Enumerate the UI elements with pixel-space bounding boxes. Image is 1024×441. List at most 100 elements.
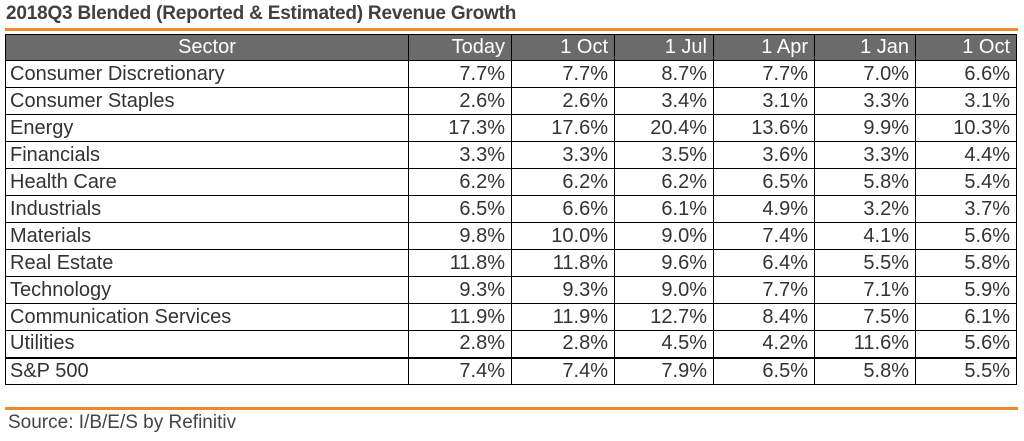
- table-row: Materials 9.8% 10.0% 9.0% 7.4% 4.1% 5.6%: [5, 222, 1017, 250]
- value-cell: 3.1%: [915, 87, 1017, 115]
- value-cell: 7.4%: [713, 222, 815, 250]
- value-cell: 7.4%: [511, 356, 615, 385]
- value-cell: 10.0%: [511, 222, 615, 250]
- value-cell: 8.4%: [713, 303, 815, 331]
- table-row: Consumer Staples 2.6% 2.6% 3.4% 3.1% 3.3% 3.1%: [5, 87, 1017, 115]
- value-cell: 3.3%: [814, 141, 916, 169]
- value-cell: 6.6%: [915, 60, 1017, 88]
- value-cell: 5.5%: [814, 249, 916, 277]
- table-row: Utilities 2.8% 2.8% 4.5% 4.2% 11.6% 5.6%: [5, 330, 1017, 358]
- value-cell: 9.3%: [408, 276, 512, 304]
- value-cell: 4.5%: [614, 330, 714, 358]
- column-header: 1 Oct: [511, 34, 615, 61]
- value-cell: 5.8%: [814, 168, 916, 196]
- value-cell: 5.9%: [915, 276, 1017, 304]
- sector-label: Materials: [5, 222, 409, 250]
- value-cell: 2.8%: [511, 330, 615, 358]
- table-row: Energy 17.3% 17.6% 20.4% 13.6% 9.9% 10.3%: [5, 114, 1017, 142]
- table-row: Technology 9.3% 9.3% 9.0% 7.7% 7.1% 5.9%: [5, 276, 1017, 304]
- value-cell: 5.8%: [814, 356, 916, 385]
- value-cell: 17.3%: [408, 114, 512, 142]
- sector-label: S&P 500: [5, 356, 409, 385]
- sector-label: Financials: [5, 141, 409, 169]
- table-row: Consumer Discretionary 7.7% 7.7% 8.7% 7.7% 7.…: [5, 60, 1017, 88]
- column-header: Sector: [5, 34, 409, 61]
- table-row: Real Estate 11.8% 11.8% 9.6% 6.4% 5.5% 5.8%: [5, 249, 1017, 277]
- value-cell: 3.6%: [713, 141, 815, 169]
- column-header: 1 Apr: [713, 34, 815, 61]
- value-cell: 7.4%: [408, 356, 512, 385]
- value-cell: 6.2%: [408, 168, 512, 196]
- table-row: S&P 500 7.4% 7.4% 7.9% 6.5% 5.8% 5.5%: [5, 356, 1017, 385]
- value-cell: 13.6%: [713, 114, 815, 142]
- table-row: Industrials 6.5% 6.6% 6.1% 4.9% 3.2% 3.7%: [5, 195, 1017, 223]
- value-cell: 4.4%: [915, 141, 1017, 169]
- value-cell: 3.3%: [408, 141, 512, 169]
- value-cell: 6.1%: [915, 303, 1017, 331]
- value-cell: 5.8%: [915, 249, 1017, 277]
- value-cell: 3.2%: [814, 195, 916, 223]
- value-cell: 2.8%: [408, 330, 512, 358]
- value-cell: 6.1%: [614, 195, 714, 223]
- value-cell: 10.3%: [915, 114, 1017, 142]
- column-header: 1 Jul: [614, 34, 714, 61]
- revenue-growth-table: Sector Today 1 Oct 1 Jul 1 Apr 1 Jan 1 O…: [5, 34, 1017, 385]
- value-cell: 7.1%: [814, 276, 916, 304]
- value-cell: 11.9%: [511, 303, 615, 331]
- sector-label: Utilities: [5, 330, 409, 358]
- table-body: Consumer Discretionary 7.7% 7.7% 8.7% 7.7% 7.…: [5, 60, 1017, 385]
- value-cell: 7.5%: [814, 303, 916, 331]
- table-row: Communication Services 11.9% 11.9% 12.7% 8.4…: [5, 303, 1017, 331]
- value-cell: 6.5%: [713, 168, 815, 196]
- value-cell: 11.8%: [511, 249, 615, 277]
- sector-label: Industrials: [5, 195, 409, 223]
- value-cell: 20.4%: [614, 114, 714, 142]
- value-cell: 5.5%: [915, 356, 1017, 385]
- header-row: Sector Today 1 Oct 1 Jul 1 Apr 1 Jan 1 O…: [5, 34, 1017, 61]
- value-cell: 9.6%: [614, 249, 714, 277]
- value-cell: 17.6%: [511, 114, 615, 142]
- value-cell: 6.5%: [408, 195, 512, 223]
- table-title: 2018Q3 Blended (Reported & Estimated) Re…: [6, 3, 517, 24]
- value-cell: 6.4%: [713, 249, 815, 277]
- table-row: Health Care 6.2% 6.2% 6.2% 6.5% 5.8% 5.4%: [5, 168, 1017, 196]
- sector-label: Communication Services: [5, 303, 409, 331]
- value-cell: 5.6%: [915, 222, 1017, 250]
- value-cell: 3.3%: [814, 87, 916, 115]
- value-cell: 4.9%: [713, 195, 815, 223]
- sector-label: Health Care: [5, 168, 409, 196]
- value-cell: 4.1%: [814, 222, 916, 250]
- value-cell: 7.7%: [713, 276, 815, 304]
- value-cell: 2.6%: [511, 87, 615, 115]
- sector-label: Technology: [5, 276, 409, 304]
- value-cell: 9.9%: [814, 114, 916, 142]
- value-cell: 8.7%: [614, 60, 714, 88]
- value-cell: 2.6%: [408, 87, 512, 115]
- value-cell: 3.5%: [614, 141, 714, 169]
- value-cell: 9.3%: [511, 276, 615, 304]
- value-cell: 6.5%: [713, 356, 815, 385]
- source-note: Source: I/B/E/S by Refinitiv: [8, 412, 237, 433]
- value-cell: 4.2%: [713, 330, 815, 358]
- value-cell: 5.4%: [915, 168, 1017, 196]
- value-cell: 3.3%: [511, 141, 615, 169]
- column-header: 1 Jan: [814, 34, 916, 61]
- value-cell: 3.4%: [614, 87, 714, 115]
- value-cell: 7.7%: [713, 60, 815, 88]
- value-cell: 5.6%: [915, 330, 1017, 358]
- value-cell: 6.2%: [614, 168, 714, 196]
- top-accent-rule: [5, 28, 1018, 31]
- value-cell: 7.7%: [511, 60, 615, 88]
- value-cell: 7.0%: [814, 60, 916, 88]
- column-header: Today: [408, 34, 512, 61]
- value-cell: 6.2%: [511, 168, 615, 196]
- value-cell: 11.6%: [814, 330, 916, 358]
- sector-label: Consumer Staples: [5, 87, 409, 115]
- value-cell: 9.0%: [614, 276, 714, 304]
- table-row: Financials 3.3% 3.3% 3.5% 3.6% 3.3% 4.4%: [5, 141, 1017, 169]
- sector-label: Energy: [5, 114, 409, 142]
- value-cell: 3.7%: [915, 195, 1017, 223]
- value-cell: 11.8%: [408, 249, 512, 277]
- bottom-accent-rule: [5, 407, 1018, 410]
- value-cell: 9.8%: [408, 222, 512, 250]
